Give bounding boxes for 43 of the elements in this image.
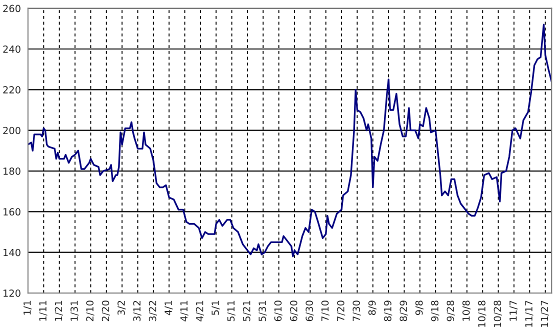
x-tick-label: 8/19 [384, 300, 392, 322]
y-tick-label: 120 [4, 290, 20, 297]
y-tick-label: 200 [3, 126, 20, 134]
x-tick-label: 8/29 [400, 300, 408, 322]
x-tick-label: 1/11 [39, 300, 48, 321]
x-tick-label: 10/18 [478, 300, 486, 327]
x-tick-label: 6/30 [306, 300, 314, 322]
y-tick-label: 260 [3, 4, 20, 12]
x-tick-label: 6/10 [274, 300, 282, 322]
x-tick-label: 7/20 [337, 300, 346, 322]
x-tick-label: 4/11 [180, 300, 188, 322]
x-tick-label: 5/1 [212, 300, 220, 315]
y-tick-label: 240 [3, 45, 20, 53]
x-tick-label: 9/8 [415, 300, 424, 316]
x-tick-label: 7/10 [321, 300, 330, 322]
x-tick-label: 4/1 [164, 300, 173, 316]
x-tick-label: 10/8 [462, 300, 471, 321]
x-tick-label: 2/10 [86, 300, 94, 322]
x-tick-label: 1/21 [54, 300, 63, 321]
x-tick-label: 2/20 [102, 300, 110, 322]
x-tick-label: 11/27 [540, 300, 549, 327]
x-tick-label: 1/1 [24, 300, 32, 315]
x-tick-label: 11/7 [510, 300, 518, 321]
x-tick-label: 3/22 [148, 300, 157, 322]
x-tick-label: 7/30 [352, 300, 361, 322]
x-tick-label: 8/9 [368, 300, 376, 315]
y-tick-label: 180 [4, 167, 20, 175]
x-tick-label: 3/12 [133, 300, 142, 322]
x-tick-label: 6/20 [290, 300, 298, 322]
x-tick-label: 11/17 [525, 300, 534, 327]
x-tick-label: 4/21 [196, 300, 204, 322]
x-tick-label: 3/2 [118, 300, 126, 315]
x-tick-label: 10/28 [494, 300, 502, 327]
x-tick-label: 5/31 [258, 300, 267, 322]
y-tick-label: 140 [4, 248, 20, 256]
y-tick-label: 220 [3, 86, 20, 94]
y-tick-label: 160 [4, 208, 20, 216]
x-tick-label: 5/11 [227, 300, 236, 322]
x-tick-label: 1/31 [70, 300, 79, 321]
x-tick-label: 5/21 [242, 300, 252, 322]
x-tick-label: 9/18 [431, 300, 440, 322]
x-tick-label: 9/28 [446, 300, 455, 322]
line-series [28, 24, 552, 258]
